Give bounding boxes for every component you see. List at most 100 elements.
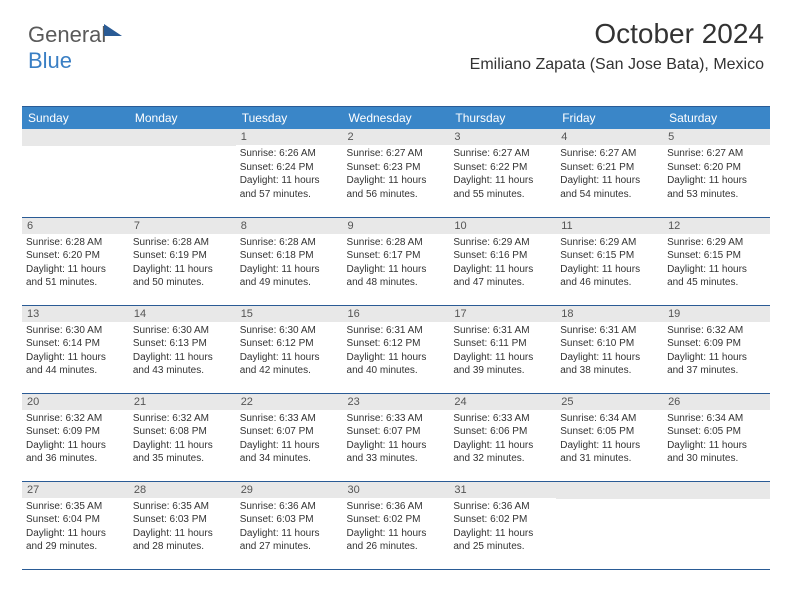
brand-logo: General Blue bbox=[28, 22, 122, 74]
empty-day-header bbox=[556, 482, 663, 499]
day-details: Sunrise: 6:35 AMSunset: 6:03 PMDaylight:… bbox=[129, 498, 236, 558]
brand-shape-icon bbox=[104, 24, 122, 36]
calendar-cell bbox=[129, 129, 236, 217]
calendar-row: 27Sunrise: 6:35 AMSunset: 6:04 PMDayligh… bbox=[22, 481, 770, 569]
day-details: Sunrise: 6:27 AMSunset: 6:21 PMDaylight:… bbox=[556, 145, 663, 205]
weekday-header: Wednesday bbox=[343, 107, 450, 130]
day-number: 3 bbox=[449, 129, 556, 145]
calendar-cell: 8Sunrise: 6:28 AMSunset: 6:18 PMDaylight… bbox=[236, 217, 343, 305]
calendar-cell: 7Sunrise: 6:28 AMSunset: 6:19 PMDaylight… bbox=[129, 217, 236, 305]
weekday-header: Monday bbox=[129, 107, 236, 130]
calendar-cell: 20Sunrise: 6:32 AMSunset: 6:09 PMDayligh… bbox=[22, 393, 129, 481]
day-details: Sunrise: 6:33 AMSunset: 6:07 PMDaylight:… bbox=[343, 410, 450, 470]
calendar-cell: 25Sunrise: 6:34 AMSunset: 6:05 PMDayligh… bbox=[556, 393, 663, 481]
day-number: 23 bbox=[343, 394, 450, 410]
calendar-table: SundayMondayTuesdayWednesdayThursdayFrid… bbox=[22, 106, 770, 570]
calendar-row: 20Sunrise: 6:32 AMSunset: 6:09 PMDayligh… bbox=[22, 393, 770, 481]
calendar-cell: 31Sunrise: 6:36 AMSunset: 6:02 PMDayligh… bbox=[449, 481, 556, 569]
day-details: Sunrise: 6:33 AMSunset: 6:06 PMDaylight:… bbox=[449, 410, 556, 470]
calendar-cell: 4Sunrise: 6:27 AMSunset: 6:21 PMDaylight… bbox=[556, 129, 663, 217]
day-details: Sunrise: 6:28 AMSunset: 6:17 PMDaylight:… bbox=[343, 234, 450, 294]
calendar-cell: 23Sunrise: 6:33 AMSunset: 6:07 PMDayligh… bbox=[343, 393, 450, 481]
day-number: 22 bbox=[236, 394, 343, 410]
day-number: 24 bbox=[449, 394, 556, 410]
day-number: 16 bbox=[343, 306, 450, 322]
calendar-cell: 5Sunrise: 6:27 AMSunset: 6:20 PMDaylight… bbox=[663, 129, 770, 217]
day-number: 30 bbox=[343, 482, 450, 498]
calendar-cell: 16Sunrise: 6:31 AMSunset: 6:12 PMDayligh… bbox=[343, 305, 450, 393]
day-details: Sunrise: 6:28 AMSunset: 6:20 PMDaylight:… bbox=[22, 234, 129, 294]
day-details: Sunrise: 6:32 AMSunset: 6:09 PMDaylight:… bbox=[22, 410, 129, 470]
day-details: Sunrise: 6:29 AMSunset: 6:15 PMDaylight:… bbox=[556, 234, 663, 294]
weekday-header: Thursday bbox=[449, 107, 556, 130]
calendar-cell: 21Sunrise: 6:32 AMSunset: 6:08 PMDayligh… bbox=[129, 393, 236, 481]
day-number: 13 bbox=[22, 306, 129, 322]
empty-day-header bbox=[22, 129, 129, 146]
calendar-cell: 11Sunrise: 6:29 AMSunset: 6:15 PMDayligh… bbox=[556, 217, 663, 305]
calendar-cell: 10Sunrise: 6:29 AMSunset: 6:16 PMDayligh… bbox=[449, 217, 556, 305]
weekday-header: Saturday bbox=[663, 107, 770, 130]
day-number: 7 bbox=[129, 218, 236, 234]
calendar-cell: 26Sunrise: 6:34 AMSunset: 6:05 PMDayligh… bbox=[663, 393, 770, 481]
calendar-cell: 30Sunrise: 6:36 AMSunset: 6:02 PMDayligh… bbox=[343, 481, 450, 569]
calendar-cell: 3Sunrise: 6:27 AMSunset: 6:22 PMDaylight… bbox=[449, 129, 556, 217]
day-details: Sunrise: 6:36 AMSunset: 6:02 PMDaylight:… bbox=[449, 498, 556, 558]
day-details: Sunrise: 6:32 AMSunset: 6:09 PMDaylight:… bbox=[663, 322, 770, 382]
calendar-row: 6Sunrise: 6:28 AMSunset: 6:20 PMDaylight… bbox=[22, 217, 770, 305]
calendar-cell: 22Sunrise: 6:33 AMSunset: 6:07 PMDayligh… bbox=[236, 393, 343, 481]
calendar-cell: 15Sunrise: 6:30 AMSunset: 6:12 PMDayligh… bbox=[236, 305, 343, 393]
day-details: Sunrise: 6:33 AMSunset: 6:07 PMDaylight:… bbox=[236, 410, 343, 470]
day-details: Sunrise: 6:29 AMSunset: 6:15 PMDaylight:… bbox=[663, 234, 770, 294]
day-number: 8 bbox=[236, 218, 343, 234]
day-details: Sunrise: 6:27 AMSunset: 6:23 PMDaylight:… bbox=[343, 145, 450, 205]
calendar-row: 13Sunrise: 6:30 AMSunset: 6:14 PMDayligh… bbox=[22, 305, 770, 393]
day-number: 20 bbox=[22, 394, 129, 410]
day-details: Sunrise: 6:34 AMSunset: 6:05 PMDaylight:… bbox=[663, 410, 770, 470]
brand-part1: General bbox=[28, 22, 106, 47]
day-details: Sunrise: 6:27 AMSunset: 6:20 PMDaylight:… bbox=[663, 145, 770, 205]
day-details: Sunrise: 6:31 AMSunset: 6:12 PMDaylight:… bbox=[343, 322, 450, 382]
day-details: Sunrise: 6:29 AMSunset: 6:16 PMDaylight:… bbox=[449, 234, 556, 294]
day-number: 28 bbox=[129, 482, 236, 498]
day-details: Sunrise: 6:30 AMSunset: 6:13 PMDaylight:… bbox=[129, 322, 236, 382]
header-right: October 2024 Emiliano Zapata (San Jose B… bbox=[470, 18, 764, 74]
day-details: Sunrise: 6:28 AMSunset: 6:19 PMDaylight:… bbox=[129, 234, 236, 294]
day-number: 11 bbox=[556, 218, 663, 234]
day-number: 6 bbox=[22, 218, 129, 234]
weekday-header: Sunday bbox=[22, 107, 129, 130]
calendar-cell: 29Sunrise: 6:36 AMSunset: 6:03 PMDayligh… bbox=[236, 481, 343, 569]
day-details: Sunrise: 6:36 AMSunset: 6:02 PMDaylight:… bbox=[343, 498, 450, 558]
day-number: 10 bbox=[449, 218, 556, 234]
calendar-cell bbox=[556, 481, 663, 569]
weekday-header-row: SundayMondayTuesdayWednesdayThursdayFrid… bbox=[22, 107, 770, 130]
day-details: Sunrise: 6:31 AMSunset: 6:11 PMDaylight:… bbox=[449, 322, 556, 382]
day-number: 4 bbox=[556, 129, 663, 145]
calendar-cell: 2Sunrise: 6:27 AMSunset: 6:23 PMDaylight… bbox=[343, 129, 450, 217]
calendar-cell: 19Sunrise: 6:32 AMSunset: 6:09 PMDayligh… bbox=[663, 305, 770, 393]
day-details: Sunrise: 6:31 AMSunset: 6:10 PMDaylight:… bbox=[556, 322, 663, 382]
weekday-header: Friday bbox=[556, 107, 663, 130]
day-details: Sunrise: 6:28 AMSunset: 6:18 PMDaylight:… bbox=[236, 234, 343, 294]
day-details: Sunrise: 6:30 AMSunset: 6:12 PMDaylight:… bbox=[236, 322, 343, 382]
calendar-cell: 18Sunrise: 6:31 AMSunset: 6:10 PMDayligh… bbox=[556, 305, 663, 393]
empty-day-header bbox=[129, 129, 236, 146]
calendar-body: 1Sunrise: 6:26 AMSunset: 6:24 PMDaylight… bbox=[22, 129, 770, 569]
calendar-row: 1Sunrise: 6:26 AMSunset: 6:24 PMDaylight… bbox=[22, 129, 770, 217]
day-number: 27 bbox=[22, 482, 129, 498]
day-details: Sunrise: 6:34 AMSunset: 6:05 PMDaylight:… bbox=[556, 410, 663, 470]
day-details: Sunrise: 6:32 AMSunset: 6:08 PMDaylight:… bbox=[129, 410, 236, 470]
day-number: 29 bbox=[236, 482, 343, 498]
day-details: Sunrise: 6:30 AMSunset: 6:14 PMDaylight:… bbox=[22, 322, 129, 382]
day-details: Sunrise: 6:27 AMSunset: 6:22 PMDaylight:… bbox=[449, 145, 556, 205]
day-number: 5 bbox=[663, 129, 770, 145]
day-number: 15 bbox=[236, 306, 343, 322]
day-number: 19 bbox=[663, 306, 770, 322]
day-number: 2 bbox=[343, 129, 450, 145]
calendar-cell: 28Sunrise: 6:35 AMSunset: 6:03 PMDayligh… bbox=[129, 481, 236, 569]
calendar-cell: 12Sunrise: 6:29 AMSunset: 6:15 PMDayligh… bbox=[663, 217, 770, 305]
day-number: 12 bbox=[663, 218, 770, 234]
day-details: Sunrise: 6:26 AMSunset: 6:24 PMDaylight:… bbox=[236, 145, 343, 205]
calendar-cell: 1Sunrise: 6:26 AMSunset: 6:24 PMDaylight… bbox=[236, 129, 343, 217]
calendar-cell: 24Sunrise: 6:33 AMSunset: 6:06 PMDayligh… bbox=[449, 393, 556, 481]
day-number: 25 bbox=[556, 394, 663, 410]
